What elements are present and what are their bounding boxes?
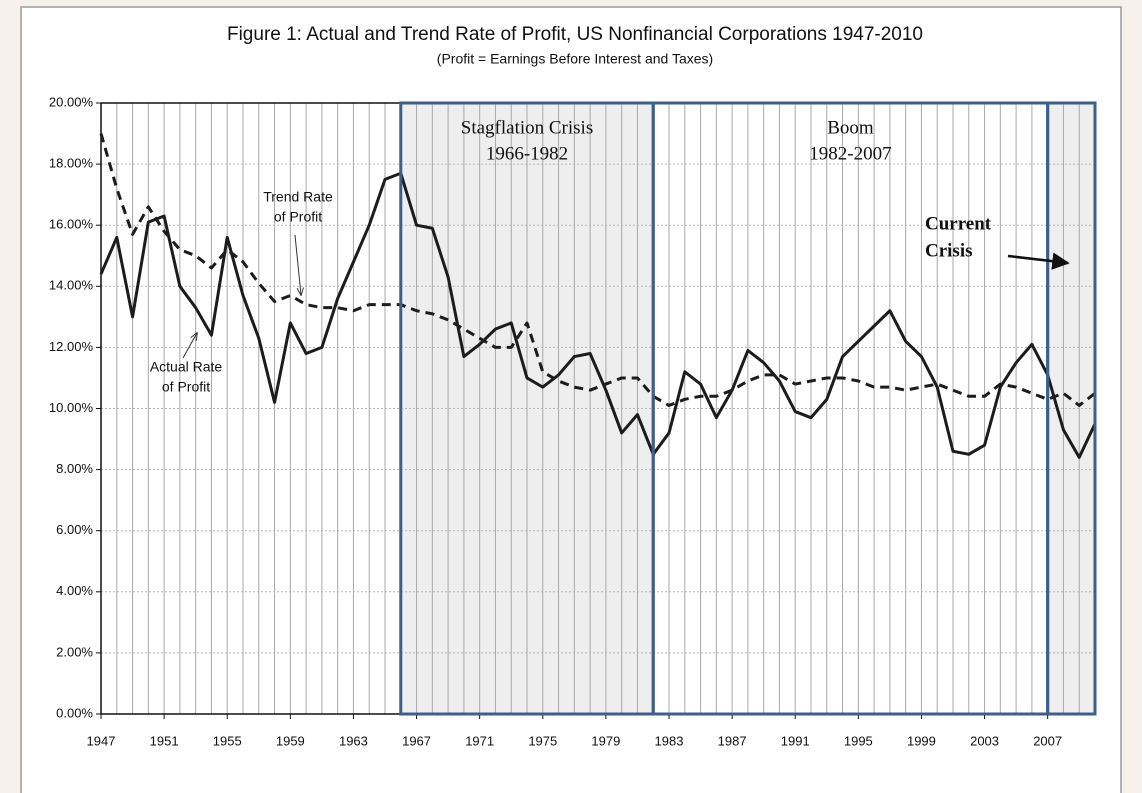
y-tick-label: 12.00% (49, 339, 94, 354)
region-box (1046, 101, 1097, 716)
y-tick-label: 8.00% (56, 461, 93, 476)
x-tick-label: 1963 (339, 733, 368, 748)
x-tick-label: 1959 (276, 733, 305, 748)
chart-title: Figure 1: Actual and Trend Rate of Profi… (227, 24, 923, 45)
x-tick-label: 1967 (402, 733, 431, 748)
region-label: Crisis (925, 240, 973, 261)
x-tick-label: 1999 (907, 733, 936, 748)
x-tick-label: 1983 (655, 733, 684, 748)
annotation-text: of Profit (274, 209, 322, 225)
region-period: 1982-2007 (809, 143, 891, 164)
x-tick-label: 1951 (150, 733, 179, 748)
x-tick-label: 1991 (781, 733, 810, 748)
annotation-text: Actual Rate (150, 359, 223, 375)
x-tick-label: 1987 (718, 733, 747, 748)
x-tick-label: 1955 (213, 733, 242, 748)
y-tick-label: 10.00% (49, 400, 94, 415)
y-tick-label: 16.00% (49, 217, 94, 232)
annotation-arrow (1007, 252, 1070, 270)
y-tick-label: 4.00% (56, 583, 93, 598)
y-tick-label: 14.00% (49, 278, 94, 293)
x-tick-label: 2003 (970, 733, 999, 748)
region-label: Current (925, 213, 992, 234)
region-label: Boom (827, 117, 874, 138)
annotation-text: Trend Rate (263, 189, 333, 205)
x-tick-label: 1979 (591, 733, 620, 748)
annotation-arrow (182, 333, 197, 359)
region-label: Stagflation Crisis (461, 117, 593, 138)
y-tick-label: 18.00% (49, 156, 94, 171)
x-tick-label: 1947 (87, 733, 116, 748)
annotation-text: of Profit (162, 379, 210, 395)
region-fill (1047, 103, 1095, 714)
y-tick-label: 0.00% (56, 705, 93, 720)
region-period: 1966-1982 (486, 143, 568, 164)
x-tick-label: 2007 (1033, 733, 1062, 748)
annotation-arrow (294, 234, 301, 295)
x-tick-label: 1971 (465, 733, 494, 748)
series-line (99, 133, 1096, 407)
series-line (99, 171, 1097, 459)
chart-subtitle: (Profit = Earnings Before Interest and T… (437, 51, 713, 67)
x-tick-label: 1995 (844, 733, 873, 748)
y-tick-label: 6.00% (56, 522, 93, 537)
y-tick-label: 20.00% (49, 94, 94, 109)
y-tick-label: 2.00% (56, 644, 93, 659)
x-tick-label: 1975 (528, 733, 557, 748)
